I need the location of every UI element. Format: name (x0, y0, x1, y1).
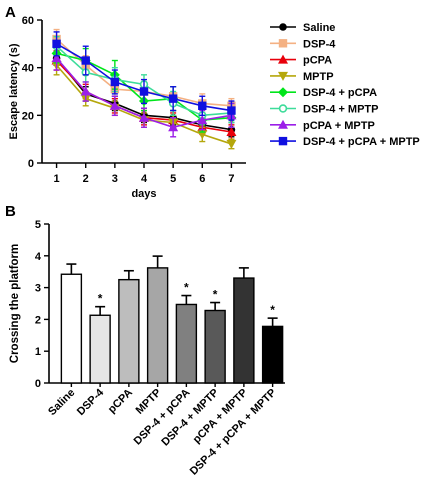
data-point (278, 104, 288, 113)
data-point (81, 56, 90, 65)
x-tick-label: Saline (46, 387, 77, 418)
data-point (198, 101, 207, 110)
bar (118, 278, 140, 384)
significance-marker: * (184, 281, 189, 295)
y-tick-label: 1 (35, 346, 41, 358)
data-point (168, 122, 179, 132)
significance-marker: * (270, 303, 275, 317)
data-point (278, 87, 288, 98)
legend-item: DSP-4 + pCPA (270, 87, 377, 99)
data-point (226, 127, 237, 137)
data-point (278, 136, 288, 146)
data-point (278, 39, 288, 48)
bar (175, 303, 198, 384)
legend-label: Saline (303, 22, 335, 34)
bar-group: pCPA (106, 269, 140, 416)
y-tick-label: 40 (22, 63, 34, 75)
legend-label: DSP-4 + pCPA (303, 87, 377, 99)
data-point (51, 53, 62, 63)
data-point (278, 54, 288, 64)
y-tick-label: 5 (35, 219, 41, 231)
y-tick-label: 2 (35, 314, 41, 326)
x-tick-label: pCPA (106, 387, 135, 416)
legend-item: DSP-4 + MPTP (270, 104, 379, 116)
data-point (109, 100, 120, 110)
bar-chart: 0 1 2 3 4 5 Crossing the platform Saline * DSP-4 p… (9, 219, 285, 478)
legend-item: DSP-4 (270, 38, 336, 50)
legend-item: Saline (270, 22, 335, 34)
data-point (278, 71, 288, 81)
data-point (110, 77, 120, 87)
data-point (139, 112, 149, 122)
bar (60, 273, 83, 384)
legend-label: pCPA (303, 55, 332, 67)
x-tick-label: 7 (228, 173, 234, 185)
data-point (226, 139, 237, 149)
legend-item: pCPA + MPTP (270, 119, 375, 132)
data-point (227, 106, 236, 115)
series-dsp-4-pcpa-mptp (52, 31, 236, 121)
significance-marker: * (213, 288, 218, 302)
bar (146, 267, 169, 384)
y-tick-label: 0 (35, 378, 41, 390)
data-point (197, 115, 208, 125)
x-tick-label: 3 (112, 173, 118, 185)
legend-item: MPTP (270, 71, 334, 83)
bar (261, 325, 284, 384)
x-tick-label: 6 (199, 173, 205, 185)
legend-label: DSP-4 (303, 38, 336, 50)
legend-label: DSP-4 + pCPA + MPTP (303, 136, 420, 148)
data-point (52, 39, 61, 49)
y-axis-label: Crossing the platform (9, 244, 21, 363)
x-tick-label: 4 (141, 173, 148, 185)
legend-label: DSP-4 + MPTP (303, 104, 379, 116)
x-tick-label: 1 (54, 173, 60, 185)
x-tick-label: 5 (170, 173, 176, 185)
x-tick-label: 2 (83, 173, 89, 185)
y-tick-label: 60 (22, 15, 34, 27)
legend-item: DSP-4 + pCPA + MPTP (270, 136, 420, 148)
data-point (278, 119, 288, 129)
y-tick-label: 20 (22, 110, 34, 122)
significance-marker: * (98, 292, 103, 306)
data-point (80, 86, 91, 96)
data-point (279, 23, 287, 31)
panel-b-label: B (5, 203, 16, 220)
data-point (168, 94, 178, 103)
legend-item: pCPA (270, 54, 332, 67)
bar (89, 314, 111, 384)
bar (233, 277, 255, 384)
bar (204, 309, 226, 384)
y-tick-label: 4 (35, 251, 42, 263)
legend: Saline DSP-4 pCPA MPTP DSP-4 + pCPA DSP-4 + M… (270, 22, 420, 148)
data-point (139, 87, 149, 96)
y-tick-label: 0 (28, 158, 34, 170)
panel-a-label: A (5, 4, 16, 21)
y-tick-label: 3 (35, 283, 41, 295)
bar-group: Saline (46, 263, 83, 418)
legend-label: MPTP (303, 71, 334, 83)
legend-label: pCPA + MPTP (303, 120, 375, 132)
y-axis-label: Escape latency (s) (8, 43, 20, 139)
x-tick-label: DSP-4 (75, 386, 107, 418)
line-chart: 0 20 40 60 1 2 3 4 5 6 7 days Escape latency (s) (8, 15, 246, 200)
x-axis-label: days (131, 188, 156, 200)
